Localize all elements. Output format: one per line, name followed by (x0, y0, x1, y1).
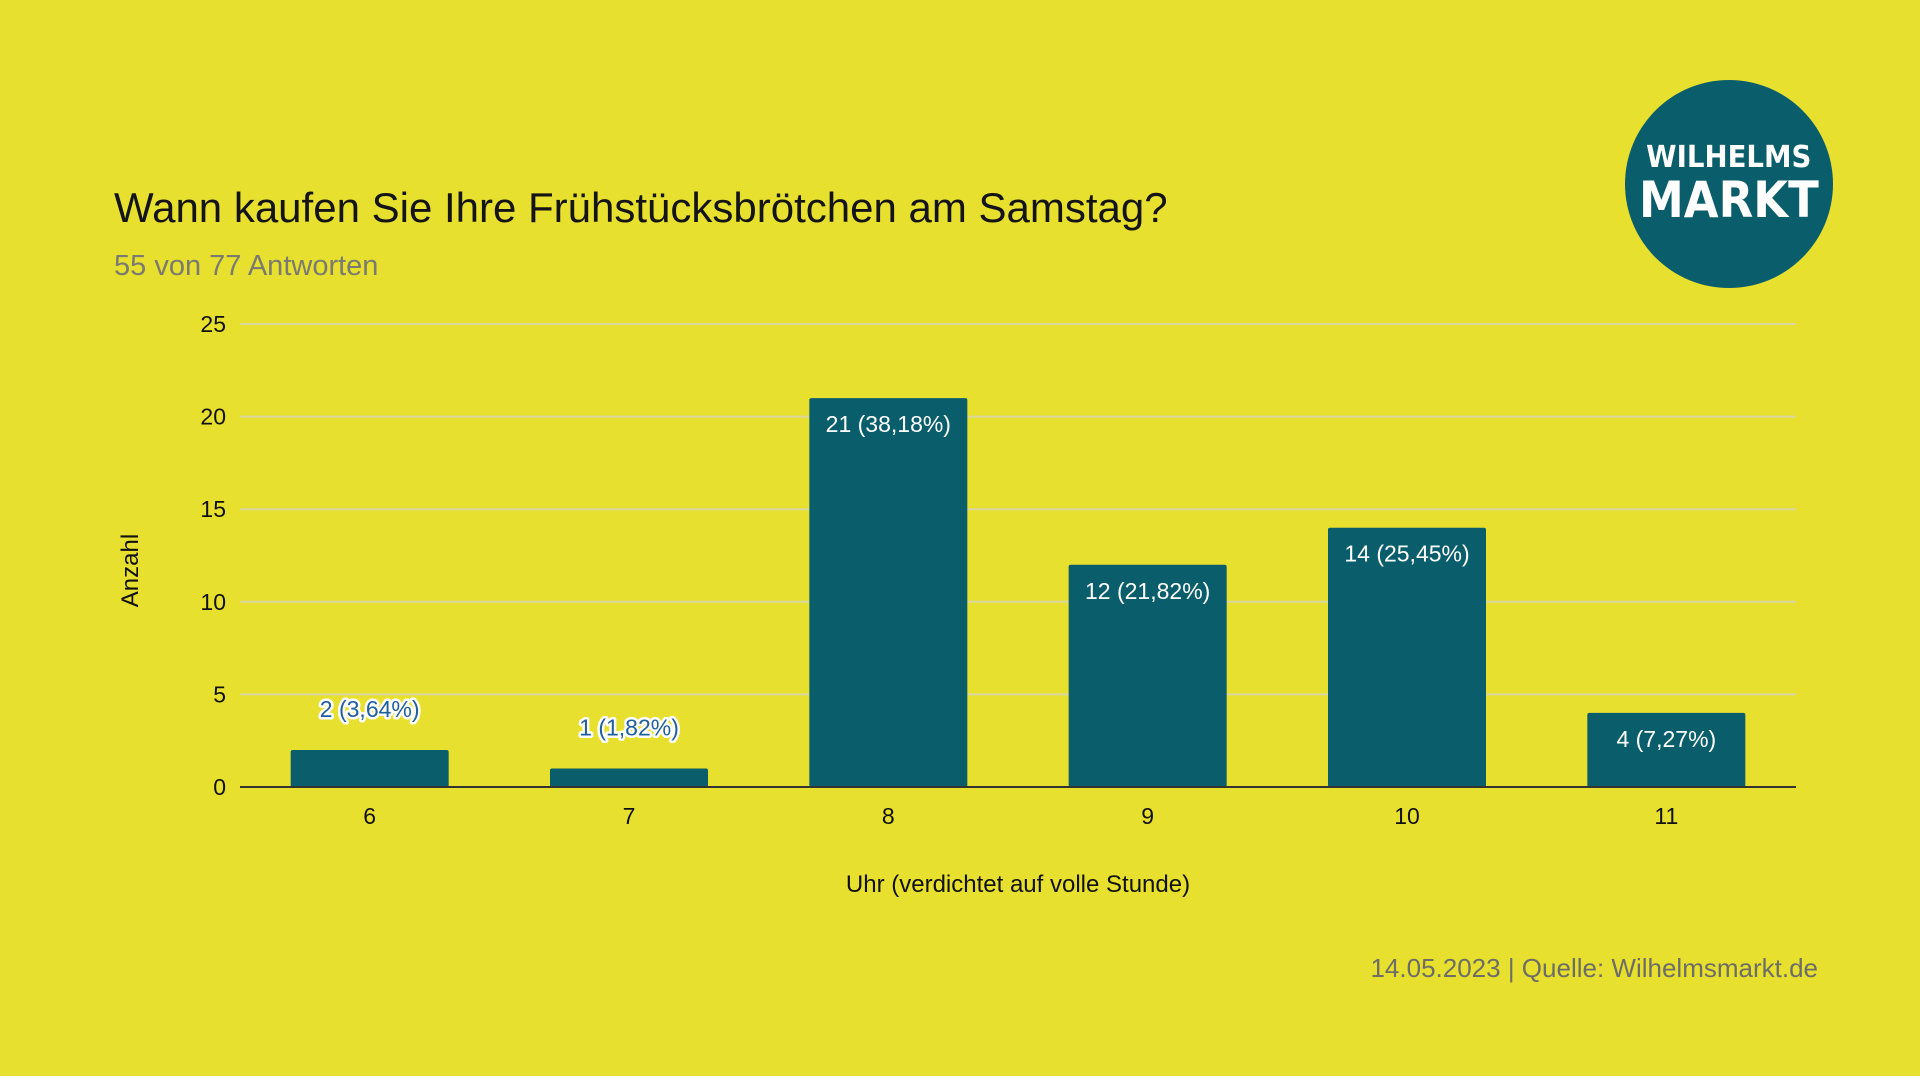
bar (1587, 712, 1746, 787)
y-tick-label: 20 (200, 404, 226, 430)
x-tick-label: 7 (623, 803, 636, 829)
bar (1328, 527, 1486, 787)
logo-line-1: WILHELMS (1646, 140, 1812, 175)
y-tick-label: 10 (200, 589, 226, 615)
logo-line-2: MARKT (1639, 171, 1819, 229)
bar (290, 749, 449, 787)
data-label: 12 (21,82%) (1085, 578, 1210, 604)
x-tick-label: 10 (1394, 803, 1420, 829)
brand-logo: WILHELMS MARKT (1625, 80, 1833, 288)
data-label: 1 (1,82%) (579, 714, 679, 740)
chart-title: Wann kaufen Sie Ihre Frühstücksbrötchen … (114, 184, 1168, 231)
y-tick-labels: 0 5 10 15 20 25 (200, 311, 226, 800)
data-label: 2 (3,64%) (320, 696, 420, 722)
x-tick-label: 9 (1141, 803, 1154, 829)
bar (809, 398, 968, 787)
source-footer: 14.05.2023 | Quelle: Wilhelmsmarkt.de (1370, 953, 1818, 983)
data-label: 21 (38,18%) (826, 411, 951, 437)
y-tick-label: 0 (213, 774, 226, 800)
frame-edge (0, 1076, 1920, 1080)
x-tick-label: 6 (363, 803, 376, 829)
data-labels: 2 (3,64%) 1 (1,82%) 21 (38,18%) 12 (21,82%)… (317, 411, 1716, 752)
bars (290, 398, 1746, 787)
grid-layer (240, 323, 1796, 696)
x-axis-title: Uhr (verdichtet auf volle Stunde) (846, 871, 1190, 898)
x-tick-labels: 6 7 8 9 10 11 (363, 803, 1678, 829)
y-tick-label: 15 (200, 496, 226, 522)
bar (550, 768, 708, 787)
x-tick-label: 8 (882, 803, 895, 829)
x-tick-label: 11 (1654, 803, 1678, 829)
y-axis-title: Anzahl (117, 534, 144, 607)
y-tick-label: 25 (200, 311, 226, 337)
data-label: 4 (7,27%) (1616, 726, 1716, 752)
y-tick-label: 5 (213, 681, 226, 707)
chart-subtitle: 55 von 77 Antworten (114, 250, 379, 282)
data-label: 14 (25,45%) (1344, 541, 1469, 567)
bar (1068, 564, 1227, 787)
